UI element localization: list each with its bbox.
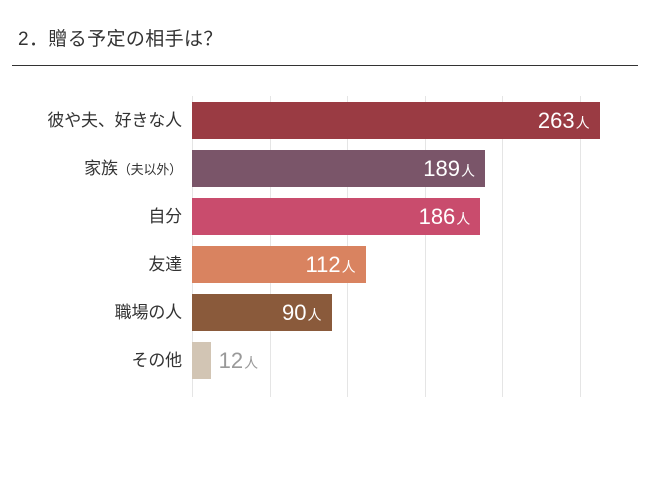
title-row: 2．贈る予定の相手は？ [12,24,638,65]
bar-row: 彼や夫、好きな人 263人 [24,102,626,139]
horizontal-bar-chart: 彼や夫、好きな人263人家族（夫以外）189人自分186人友達112人職場の人9… [24,102,626,379]
value-number: 90 [282,302,306,324]
value-label-inside: 263人 [538,110,590,132]
bar-row: 友達 112人 [24,246,626,283]
value-number: 189 [423,158,460,180]
value-label-outside: 12人 [219,342,258,379]
category-label: 自分 [24,208,192,225]
chart-rows: 彼や夫、好きな人263人家族（夫以外）189人自分186人友達112人職場の人9… [24,102,626,379]
value-suffix: 人 [244,352,258,370]
bar: 186人 [192,198,480,235]
bar-area: 90人 [192,294,626,331]
value-suffix: 人 [342,256,356,274]
category-label: 彼や夫、好きな人 [24,112,192,129]
category-label: その他 [24,352,192,369]
value-number: 112 [306,254,341,276]
bar-area: 186人 [192,198,626,235]
value-label-inside: 189人 [423,158,475,180]
bar: 263人 [192,102,600,139]
value-label-inside: 90人 [282,302,321,324]
bar-row: その他 12人 [24,342,626,379]
bar-area: 112人 [192,246,626,283]
value-suffix: 人 [576,112,590,130]
bar-area: 189人 [192,150,626,187]
bar-area: 263人 [192,102,626,139]
bar: 90人 [192,294,332,331]
bar-row: 職場の人 90人 [24,294,626,331]
question-title: 2．贈る予定の相手は？ [18,24,638,51]
value-label-inside: 186人 [419,206,471,228]
value-suffix: 人 [461,160,475,178]
category-label: 友達 [24,256,192,273]
value-suffix: 人 [308,304,322,322]
bar-row: 家族（夫以外） 189人 [24,150,626,187]
bar [192,342,211,379]
bar: 189人 [192,150,485,187]
category-sublabel: （夫以外） [118,162,182,177]
value-suffix: 人 [456,208,470,226]
bar-area: 12人 [192,342,626,379]
value-number: 263 [538,110,575,132]
chart-area: 彼や夫、好きな人263人家族（夫以外）189人自分186人友達112人職場の人9… [12,66,638,379]
value-label-inside: 112人 [306,254,356,276]
bar-row: 自分 186人 [24,198,626,235]
value-number: 186 [419,206,456,228]
value-number: 12 [219,350,243,372]
bar: 112人 [192,246,366,283]
category-label: 職場の人 [24,304,192,321]
survey-chart-container: 2．贈る予定の相手は？ 彼や夫、好きな人263人家族（夫以外）189人自分186… [0,0,650,379]
category-label: 家族（夫以外） [24,160,192,177]
